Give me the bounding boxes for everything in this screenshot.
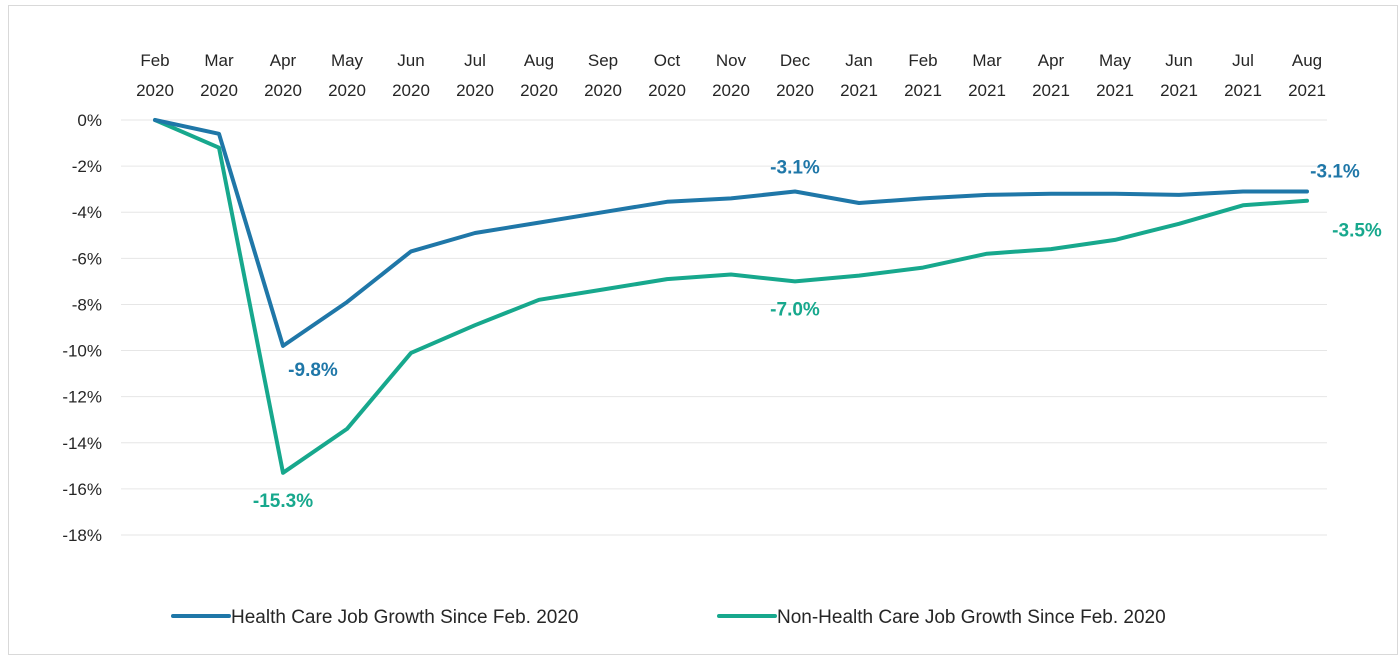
x-tick-label-month: Feb [140, 51, 169, 70]
y-tick-label: -2% [72, 157, 102, 176]
x-tick-label-month: Mar [204, 51, 234, 70]
x-tick-label-month: May [1099, 51, 1132, 70]
x-tick-label-year: 2021 [1160, 81, 1198, 100]
x-tick-label-year: 2021 [840, 81, 878, 100]
x-tick-label-month: Aug [1292, 51, 1322, 70]
x-tick-label-month: Jan [845, 51, 872, 70]
x-tick-label-year: 2020 [392, 81, 430, 100]
data-label: -7.0% [770, 299, 820, 320]
x-tick-label-year: 2021 [968, 81, 1006, 100]
x-tick-label-year: 2020 [456, 81, 494, 100]
y-tick-label: -14% [62, 434, 102, 453]
x-tick-label-year: 2021 [904, 81, 942, 100]
gridlines [121, 119, 1327, 536]
x-tick-label-year: 2020 [776, 81, 814, 100]
data-label: -3.1% [1310, 161, 1360, 182]
x-tick-label-year: 2020 [328, 81, 366, 100]
data-labels: -9.8% -3.1% -3.1% -15.3% -7.0% -3.5% [253, 157, 1382, 511]
legend-label-health-care: Health Care Job Growth Since Feb. 2020 [231, 607, 578, 628]
data-label: -9.8% [288, 360, 338, 381]
legend-label-non-health-care: Non-Health Care Job Growth Since Feb. 20… [777, 607, 1166, 628]
x-tick-label-month: Jul [464, 51, 486, 70]
x-tick-label-year: 2021 [1096, 81, 1134, 100]
y-axis-ticks: 0% -2% -4% -6% -8% -10% -12% -14% -16% -18% [62, 111, 102, 545]
x-tick-label-month: Apr [270, 51, 297, 70]
x-tick-label-year: 2020 [520, 81, 558, 100]
x-tick-label-year: 2020 [584, 81, 622, 100]
non-health-care-series-line [153, 118, 1309, 475]
x-tick-label-year: 2020 [264, 81, 302, 100]
x-tick-label-year: 2020 [136, 81, 174, 100]
x-tick-label-year: 2020 [200, 81, 238, 100]
series-lines [153, 118, 1309, 475]
x-tick-label-month: May [331, 51, 364, 70]
x-tick-label-month: Aug [524, 51, 554, 70]
x-tick-label-month: Jun [1165, 51, 1192, 70]
x-tick-label-year: 2020 [712, 81, 750, 100]
legend: Health Care Job Growth Since Feb. 2020 No… [171, 607, 1166, 628]
y-tick-label: -16% [62, 480, 102, 499]
x-tick-label-month: Jun [397, 51, 424, 70]
health-care-series-line [153, 118, 1309, 348]
data-label: -15.3% [253, 491, 313, 512]
x-tick-label-month: Nov [716, 51, 747, 70]
x-tick-label-year: 2021 [1032, 81, 1070, 100]
x-tick-label-year: 2021 [1224, 81, 1262, 100]
y-tick-label: -8% [72, 295, 102, 314]
y-tick-label: 0% [77, 111, 102, 130]
y-tick-label: -4% [72, 203, 102, 222]
x-axis-ticks: Feb 2020 Mar 2020 Apr 2020 May 2020 Jun 2020 Jul 20… [136, 51, 1326, 100]
data-label: -3.5% [1332, 221, 1382, 242]
y-tick-label: -18% [62, 526, 102, 545]
line-chart: 0% -2% -4% -6% -8% -10% -12% -14% -16% -18% Feb 20… [62, 51, 1382, 628]
x-tick-label-year: 2021 [1288, 81, 1326, 100]
x-tick-label-month: Apr [1038, 51, 1065, 70]
chart-frame: 0% -2% -4% -6% -8% -10% -12% -14% -16% -18% Feb 20… [8, 5, 1398, 655]
x-tick-label-month: Mar [972, 51, 1002, 70]
y-tick-label: -12% [62, 388, 102, 407]
x-tick-label-month: Jul [1232, 51, 1254, 70]
y-tick-label: -6% [72, 249, 102, 268]
y-tick-label: -10% [62, 342, 102, 361]
x-tick-label-year: 2020 [648, 81, 686, 100]
x-tick-label-month: Oct [654, 51, 681, 70]
x-tick-label-month: Sep [588, 51, 618, 70]
x-tick-label-month: Dec [780, 51, 811, 70]
x-tick-label-month: Feb [908, 51, 937, 70]
data-label: -3.1% [770, 157, 820, 178]
